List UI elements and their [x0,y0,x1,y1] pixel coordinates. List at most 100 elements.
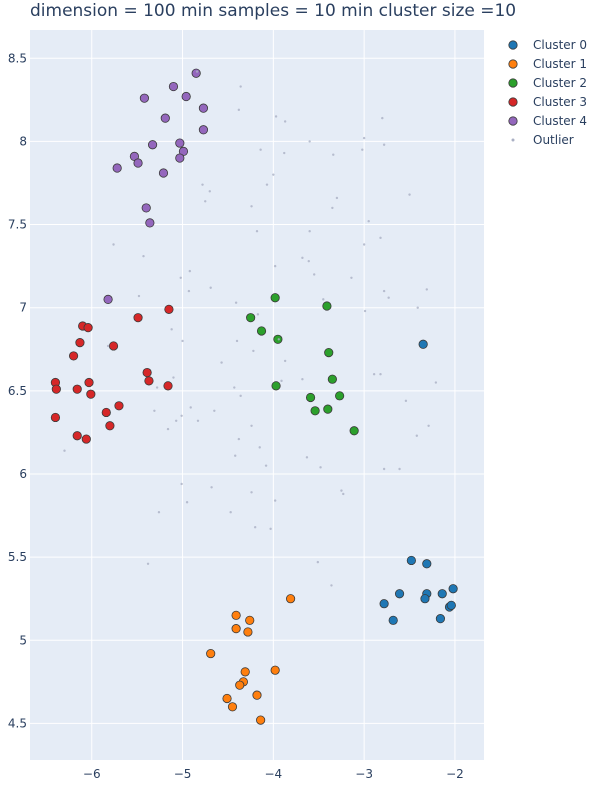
cluster-0-point [422,559,432,569]
cluster-2-point [256,326,267,336]
cluster-2-point [335,391,345,401]
outlier-point [256,313,260,316]
outlier-point [308,140,311,143]
x-tick-label: −2 [446,767,464,781]
outlier-point [153,409,156,412]
gridlines [30,30,484,760]
cluster-3-point [144,376,154,386]
cluster-3-point [108,341,119,351]
cluster-1-point [231,624,241,634]
outlier-point [340,489,343,492]
outlier-point [404,399,408,403]
x-tick-label: −3 [355,767,373,781]
cluster-1-point [240,667,250,677]
outlier-point [280,379,283,383]
outlier-point [208,190,211,193]
cluster-0-point [379,599,389,609]
outlier-point [146,562,150,565]
outlier-point [250,424,253,427]
cluster-3-point [72,431,82,441]
axis-ticks: −6 −5 −4 −3 −2 4.5 5 5.5 6 6.5 7 7.5 8 8.5 [8,51,464,781]
y-tick-label: 6.5 [8,384,27,398]
cluster-3-point [101,407,111,418]
outlier-point [253,525,257,529]
outlier-point [382,467,386,471]
x-tick-label: −6 [83,767,101,781]
legend-label-cluster-0: Cluster 0 [533,38,587,52]
outlier-point [258,446,261,449]
outlier-point [265,183,269,186]
outlier-point [313,273,316,276]
outlier-point [201,183,204,186]
outlier-point [137,294,141,298]
outlier-point [379,236,382,240]
legend-label-cluster-3: Cluster 3 [533,95,587,109]
legend-label-cluster-2: Cluster 2 [533,76,587,90]
outlier-point [331,206,334,210]
outlier-point [372,373,376,376]
outlier-point [307,259,310,263]
y-tick-label: 5 [19,633,27,647]
outlier-point [408,193,411,196]
outlier-point [196,419,200,422]
outlier-point [142,254,145,258]
outlier-point [250,491,253,494]
cluster-1-point [270,665,280,675]
cluster-2-point [323,404,333,414]
outlier-point [166,427,170,431]
cluster-2-point [246,313,256,323]
outlier-point [387,296,390,299]
outlier-point [234,301,238,304]
cluster-4-point [103,294,113,304]
plot-area [30,30,484,760]
cluster-0-point [388,615,398,625]
outlier-point [112,243,115,246]
cluster-2-point [305,392,316,403]
cluster-3-point [72,384,82,394]
cluster-0-point [418,339,428,349]
cluster-0-point [406,555,416,566]
outlier-point [187,289,191,293]
cluster-3-point [84,377,94,388]
outlier-point [362,243,366,246]
cluster-2-point [310,406,320,416]
cluster-0-point [435,614,446,624]
outlier-point [269,527,272,531]
cluster-3-point [81,434,91,444]
cluster-3-point [105,421,115,431]
cluster-0-point [394,589,405,599]
cluster-1-point [243,627,253,637]
outlier-point [274,115,278,118]
outlier-point [415,434,419,437]
cluster-4-point [175,153,185,163]
outlier-point [283,359,287,363]
legend-label-cluster-1: Cluster 1 [533,57,587,71]
outlier-point [264,464,268,467]
outlier-point [301,256,304,260]
y-tick-label: 8 [19,134,27,148]
outlier-point [273,499,277,502]
legend-marker-cluster-0 [508,40,518,50]
cluster-2-point [327,374,337,384]
outlier-point [188,269,192,273]
outlier-point [185,501,189,504]
y-tick-label: 6 [19,467,27,481]
cluster-1-point [227,702,238,712]
outlier-point [322,298,325,301]
cluster-1-point [245,615,255,625]
outlier-point [335,196,339,200]
legend-marker-outlier [511,138,515,142]
cluster-4-point [160,113,170,123]
outlier-point [237,437,241,441]
outlier-point [332,153,335,156]
outlier-point [382,143,386,146]
cluster-3-point [114,401,124,411]
cluster-1-point [256,715,266,725]
cluster-3-point [164,304,174,314]
outlier-point [195,70,199,73]
outlier-point [283,120,287,123]
outlier-point [379,373,382,376]
cluster-2-point [322,301,332,311]
outlier-point [174,419,178,422]
outlier-point [170,328,173,331]
